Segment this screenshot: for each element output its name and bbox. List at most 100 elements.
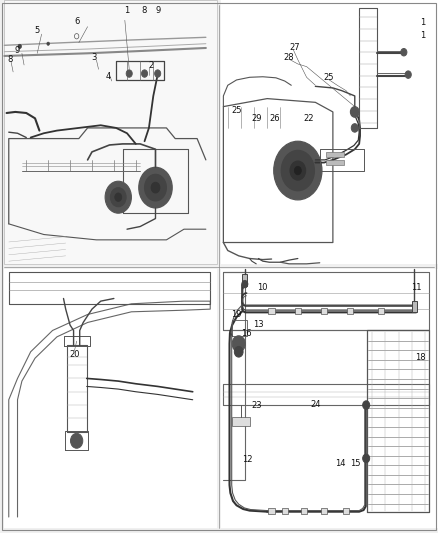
Text: 12: 12 — [242, 455, 253, 464]
Bar — [321, 508, 327, 514]
Text: 29: 29 — [251, 114, 261, 123]
Bar — [268, 508, 275, 514]
Polygon shape — [116, 61, 164, 80]
Text: 2: 2 — [148, 61, 154, 70]
Text: 1: 1 — [420, 18, 426, 27]
Polygon shape — [221, 0, 438, 264]
Polygon shape — [123, 149, 188, 213]
Text: 10: 10 — [258, 284, 268, 292]
Text: 8: 8 — [142, 6, 147, 15]
Polygon shape — [9, 272, 210, 304]
Circle shape — [351, 124, 358, 132]
Circle shape — [290, 161, 306, 180]
Text: 3: 3 — [92, 53, 97, 62]
Text: 25: 25 — [231, 106, 242, 115]
Bar — [343, 508, 349, 514]
Circle shape — [151, 182, 160, 193]
Circle shape — [139, 167, 172, 208]
Circle shape — [145, 174, 166, 201]
Circle shape — [242, 280, 248, 288]
Text: 28: 28 — [283, 53, 293, 61]
Text: 1: 1 — [420, 31, 426, 39]
Polygon shape — [232, 320, 247, 336]
Text: 8: 8 — [7, 55, 12, 64]
Polygon shape — [18, 317, 210, 514]
Bar — [268, 308, 275, 314]
Circle shape — [126, 70, 132, 77]
Polygon shape — [367, 330, 429, 512]
Text: 16: 16 — [241, 329, 252, 338]
Text: 11: 11 — [411, 284, 421, 292]
Polygon shape — [221, 269, 438, 528]
Polygon shape — [64, 336, 90, 346]
Bar — [378, 308, 384, 314]
Bar — [242, 274, 247, 286]
Circle shape — [281, 150, 314, 191]
Text: 6: 6 — [74, 17, 79, 26]
Polygon shape — [221, 269, 228, 346]
Text: 13: 13 — [253, 320, 264, 328]
Circle shape — [234, 346, 243, 357]
Polygon shape — [223, 269, 429, 330]
Text: 20: 20 — [69, 350, 80, 359]
Polygon shape — [67, 345, 87, 432]
Circle shape — [401, 49, 407, 56]
Bar — [221, 0, 438, 264]
Polygon shape — [320, 149, 364, 171]
Circle shape — [47, 42, 49, 45]
Bar — [326, 152, 344, 157]
Polygon shape — [359, 8, 377, 128]
Text: 19: 19 — [231, 310, 242, 319]
Polygon shape — [9, 160, 79, 213]
Circle shape — [105, 181, 131, 213]
Text: 18: 18 — [415, 353, 426, 361]
Polygon shape — [22, 171, 166, 245]
Bar — [4, 269, 217, 528]
Polygon shape — [4, 0, 217, 264]
Polygon shape — [223, 384, 429, 405]
Bar — [326, 160, 344, 165]
Polygon shape — [223, 272, 245, 480]
Circle shape — [350, 107, 359, 117]
Circle shape — [141, 70, 148, 77]
Text: 15: 15 — [350, 459, 361, 468]
Circle shape — [294, 166, 301, 175]
Polygon shape — [4, 269, 217, 528]
Circle shape — [363, 454, 370, 463]
Polygon shape — [9, 301, 210, 517]
Bar — [232, 417, 250, 426]
Circle shape — [363, 401, 370, 409]
Circle shape — [274, 141, 322, 200]
Polygon shape — [223, 101, 333, 245]
Text: 25: 25 — [323, 73, 334, 82]
Text: 26: 26 — [269, 114, 280, 123]
Bar — [282, 508, 288, 514]
Text: 5: 5 — [35, 27, 40, 35]
Circle shape — [115, 193, 122, 201]
Bar — [321, 308, 327, 314]
Text: 27: 27 — [289, 44, 300, 52]
Circle shape — [110, 188, 126, 207]
Circle shape — [232, 336, 245, 352]
Text: 22: 22 — [304, 114, 314, 123]
Circle shape — [405, 71, 411, 78]
Circle shape — [71, 433, 83, 448]
Bar — [295, 308, 301, 314]
Text: 4: 4 — [106, 72, 111, 80]
Bar — [347, 308, 353, 314]
Circle shape — [18, 44, 21, 49]
Bar — [221, 269, 438, 528]
Circle shape — [155, 70, 161, 77]
Bar — [412, 301, 417, 312]
Text: 9: 9 — [15, 46, 20, 55]
Ellipse shape — [67, 341, 87, 350]
Text: 14: 14 — [335, 459, 345, 468]
Ellipse shape — [67, 427, 87, 437]
Polygon shape — [223, 272, 429, 330]
Bar — [4, 0, 217, 264]
Text: 23: 23 — [251, 401, 261, 409]
Text: 9: 9 — [155, 6, 160, 15]
Text: 1: 1 — [124, 6, 130, 15]
Text: 24: 24 — [310, 400, 321, 408]
Polygon shape — [65, 431, 88, 450]
